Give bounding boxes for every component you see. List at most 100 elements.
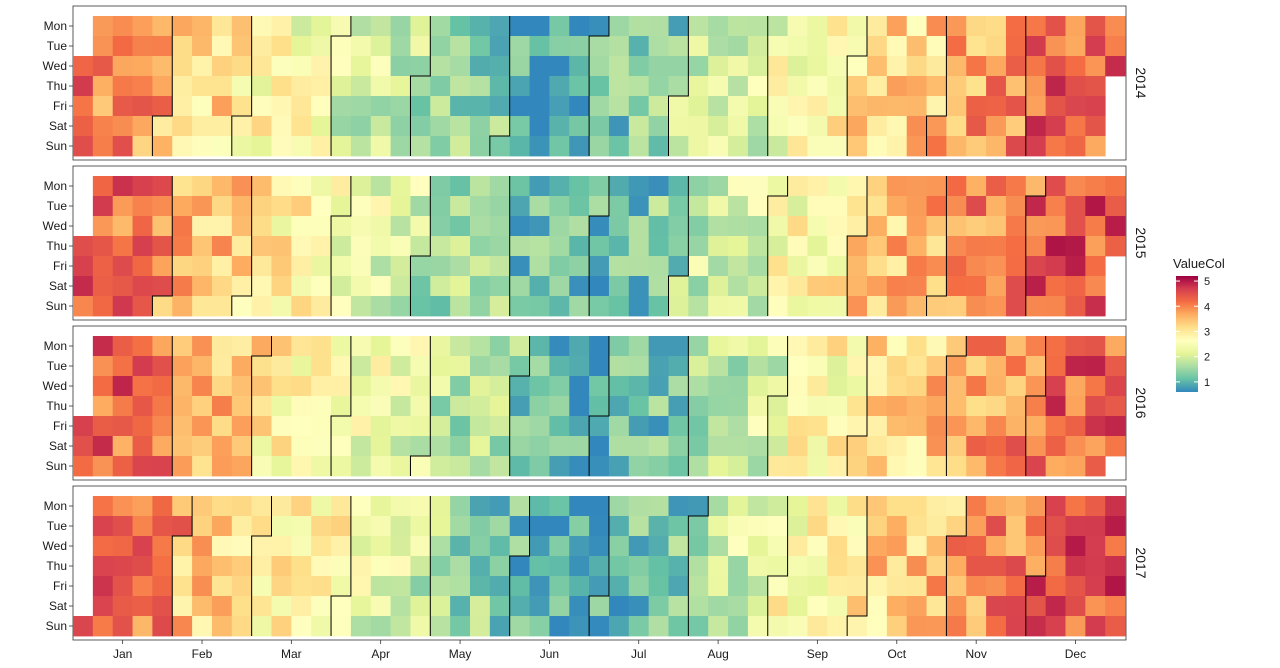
day-cell bbox=[847, 136, 868, 157]
day-cell bbox=[231, 36, 253, 57]
day-cell bbox=[787, 116, 808, 137]
day-cell bbox=[946, 276, 967, 297]
day-cell bbox=[966, 356, 987, 377]
day-cell bbox=[1085, 196, 1106, 217]
day-cell bbox=[311, 356, 332, 377]
day-cell bbox=[331, 436, 352, 457]
day-cell bbox=[152, 76, 173, 97]
day-cell bbox=[1045, 76, 1066, 97]
day-cell bbox=[430, 456, 451, 477]
day-cell bbox=[331, 356, 352, 377]
day-cell bbox=[92, 36, 114, 57]
day-cell bbox=[946, 376, 967, 397]
day-cell bbox=[350, 216, 372, 237]
day-cell bbox=[410, 296, 431, 317]
day-cell bbox=[827, 76, 848, 97]
day-cell bbox=[926, 56, 947, 77]
day-cell bbox=[747, 516, 769, 537]
day-cell bbox=[966, 256, 987, 277]
y-tick-label: Sun bbox=[46, 619, 67, 633]
day-cell bbox=[608, 596, 630, 617]
day-cell bbox=[192, 216, 213, 237]
day-cell bbox=[608, 76, 630, 97]
day-cell bbox=[628, 56, 650, 77]
day-cell bbox=[628, 536, 650, 557]
day-cell bbox=[688, 236, 709, 257]
day-cell bbox=[549, 536, 570, 557]
day-cell bbox=[1025, 516, 1047, 537]
day-cell bbox=[986, 516, 1007, 537]
day-cell bbox=[886, 216, 908, 237]
day-cell bbox=[489, 456, 511, 477]
day-cell bbox=[370, 96, 391, 117]
day-cell bbox=[926, 216, 947, 237]
day-cell bbox=[489, 536, 511, 557]
day-cell bbox=[1085, 56, 1106, 77]
day-cell bbox=[450, 376, 471, 397]
month-boundary-line bbox=[767, 496, 789, 636]
day-cell bbox=[648, 396, 669, 417]
day-cell bbox=[291, 456, 312, 477]
day-cell bbox=[668, 496, 689, 517]
day-cell bbox=[728, 296, 749, 317]
day-cell bbox=[410, 616, 431, 637]
day-cell bbox=[211, 136, 233, 157]
day-cell bbox=[966, 336, 987, 357]
day-cell bbox=[827, 56, 848, 77]
day-cell bbox=[827, 336, 848, 357]
day-cell bbox=[767, 396, 788, 417]
month-boundary-line bbox=[926, 176, 947, 316]
day-cell bbox=[549, 496, 570, 517]
day-cell bbox=[132, 296, 153, 317]
day-cell bbox=[608, 556, 630, 577]
day-cell bbox=[767, 56, 788, 77]
day-cell bbox=[807, 36, 828, 57]
day-cell bbox=[211, 516, 233, 537]
day-cell bbox=[231, 356, 253, 377]
day-cell bbox=[886, 616, 908, 637]
day-cell bbox=[946, 436, 967, 457]
day-cell bbox=[648, 296, 669, 317]
day-cell bbox=[92, 296, 114, 317]
day-cell bbox=[152, 196, 173, 217]
day-cell bbox=[807, 76, 828, 97]
day-cell bbox=[589, 196, 610, 217]
month-boundary-line bbox=[846, 176, 868, 316]
day-cell bbox=[569, 396, 590, 417]
day-cell bbox=[708, 116, 729, 137]
day-cell bbox=[291, 96, 312, 117]
day-cell bbox=[549, 616, 570, 637]
day-cell bbox=[1045, 16, 1066, 37]
day-cell bbox=[172, 36, 193, 57]
day-cell bbox=[827, 556, 848, 577]
day-cell bbox=[569, 96, 590, 117]
day-cell bbox=[589, 616, 610, 637]
day-cell bbox=[1025, 196, 1047, 217]
day-cell bbox=[489, 236, 511, 257]
day-cell bbox=[1105, 396, 1126, 417]
day-cell bbox=[251, 96, 272, 117]
month-boundary-line bbox=[171, 496, 193, 636]
day-cell bbox=[370, 196, 391, 217]
day-cell bbox=[192, 576, 213, 597]
day-cell bbox=[966, 516, 987, 537]
day-cell bbox=[370, 376, 391, 397]
day-cell bbox=[787, 616, 808, 637]
day-cell bbox=[509, 516, 530, 537]
day-cell bbox=[350, 376, 372, 397]
day-cell bbox=[708, 196, 729, 217]
day-cell bbox=[450, 276, 471, 297]
month-boundary-line bbox=[846, 336, 868, 476]
month-boundary-line bbox=[668, 176, 689, 316]
day-cell bbox=[390, 116, 411, 137]
day-cell bbox=[1005, 176, 1027, 197]
year-strip-label: 2014 bbox=[1133, 67, 1149, 98]
day-cell bbox=[132, 536, 153, 557]
month-boundary-line bbox=[846, 496, 868, 636]
day-cell bbox=[966, 136, 987, 157]
day-cell bbox=[112, 516, 133, 537]
month-boundary-line bbox=[668, 16, 689, 156]
day-cell bbox=[470, 176, 491, 197]
day-cell bbox=[251, 436, 272, 457]
